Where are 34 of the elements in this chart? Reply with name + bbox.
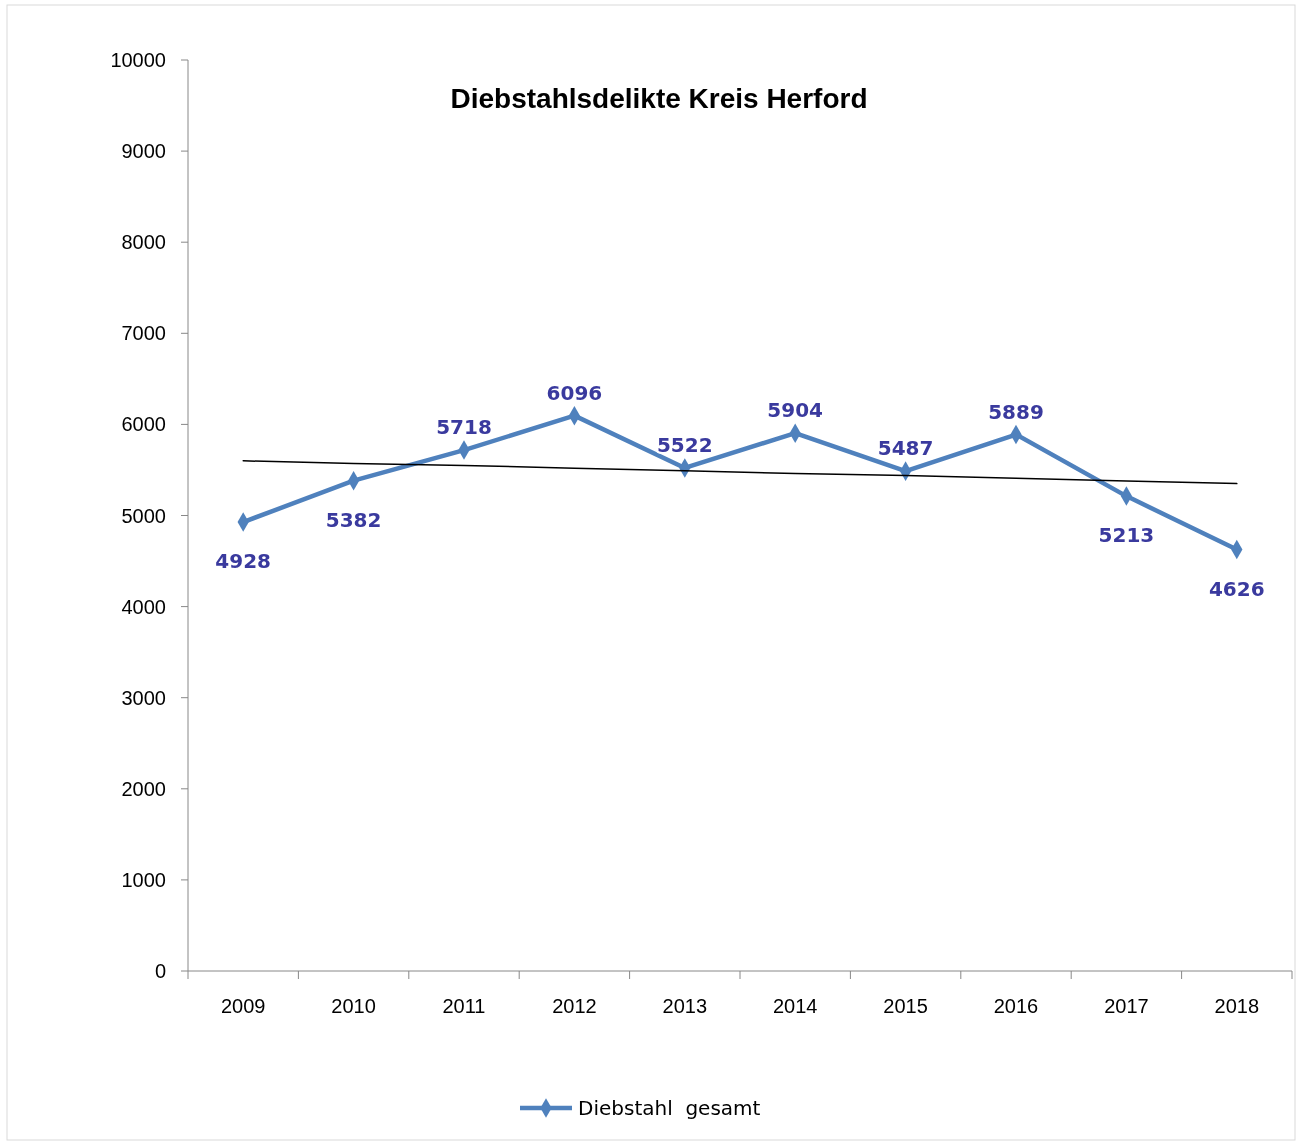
legend-label: Diebstahl gesamt <box>578 1096 761 1120</box>
y-tick-label: 4000 <box>121 595 166 618</box>
data-label: 5522 <box>656 432 713 457</box>
data-label: 4928 <box>215 549 272 574</box>
y-tick-label: 2000 <box>121 777 166 800</box>
line-series <box>242 460 1238 485</box>
data-label: 5718 <box>436 415 492 440</box>
data-label: 5487 <box>877 436 934 461</box>
y-tick-label: 8000 <box>121 231 166 254</box>
text: Diebstahlsdelikte Kreis Herford <box>450 83 868 114</box>
x-tick-label: 2014 <box>772 995 818 1017</box>
y-tick-label: 7000 <box>121 322 166 345</box>
x-tick-label: 2017 <box>1104 995 1149 1017</box>
y-tick-label: 9000 <box>121 140 166 163</box>
data-label: 5904 <box>767 398 824 423</box>
x-tick-label: 2012 <box>552 995 597 1017</box>
x-tick-label: 2018 <box>1214 995 1260 1017</box>
y-tick-label: 10000 <box>110 49 166 71</box>
y-tick-label: 3000 <box>121 686 166 709</box>
data-label: 5382 <box>325 507 382 532</box>
y-tick-label: 0 <box>154 960 166 982</box>
data-label: 5213 <box>1098 523 1155 548</box>
x-tick-label: 2011 <box>442 995 486 1017</box>
y-tick-label: 1000 <box>121 868 166 891</box>
data-label: 4626 <box>1208 576 1265 601</box>
x-tick-label: 2013 <box>662 995 708 1017</box>
data-label: 5889 <box>988 399 1044 424</box>
x-tick-label: 2015 <box>883 995 928 1017</box>
x-tick-label: 2016 <box>993 995 1039 1017</box>
data-label: 6096 <box>546 380 603 405</box>
x-tick-label: 2010 <box>331 995 376 1017</box>
y-tick-label: 6000 <box>121 413 166 436</box>
x-tick-label: 2009 <box>220 995 266 1017</box>
y-tick-label: 5000 <box>121 504 166 527</box>
